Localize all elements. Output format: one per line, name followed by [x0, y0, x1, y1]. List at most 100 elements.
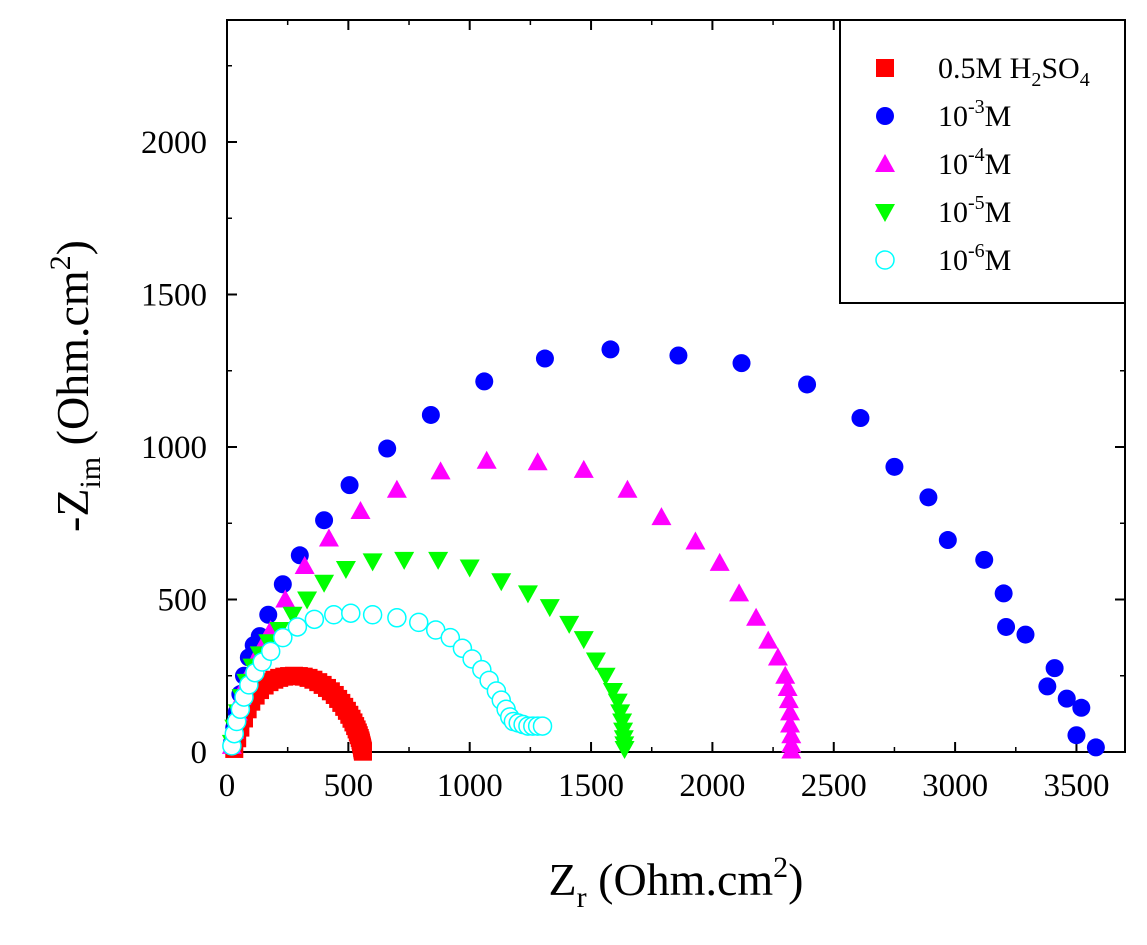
legend-marker	[875, 154, 895, 172]
data-point	[573, 631, 594, 650]
data-point	[617, 479, 638, 498]
data-point	[975, 550, 994, 569]
data-point	[610, 704, 631, 723]
data-point	[919, 488, 938, 507]
data-point	[602, 683, 623, 701]
data-point	[294, 555, 315, 574]
data-point	[430, 461, 451, 480]
data-point	[362, 553, 383, 572]
data-point	[527, 452, 548, 471]
data-point	[585, 652, 606, 671]
data-point	[798, 375, 817, 394]
data-point	[780, 702, 801, 721]
data-point	[777, 677, 798, 696]
legend-label: 10-6M	[938, 240, 1011, 277]
x-tick-label: 2000	[679, 768, 745, 804]
legend-label: 0.5M H2SO4	[938, 52, 1090, 91]
data-point	[614, 740, 635, 759]
data-point	[428, 551, 449, 570]
data-point	[275, 589, 296, 608]
legend-marker	[875, 204, 895, 222]
x-tick-label: 500	[324, 768, 374, 804]
data-point	[851, 409, 870, 428]
data-point	[532, 716, 553, 736]
data-point	[378, 439, 397, 458]
data-point	[601, 340, 620, 359]
data-point	[781, 740, 802, 759]
data-point	[440, 627, 461, 648]
data-point	[1057, 689, 1076, 708]
y-tick-label: 1000	[141, 430, 207, 466]
x-tick-label: 2500	[801, 768, 867, 804]
legend-label: 10-5M	[938, 192, 1011, 229]
data-point	[1086, 738, 1105, 757]
axis-title-unit-close: )	[788, 854, 803, 905]
x-tick-label: 3500	[1043, 768, 1109, 804]
data-point	[1067, 726, 1086, 745]
x-axis: 0 500 1000 1500 2000 2500 3000 3500	[219, 20, 1109, 804]
series-5	[222, 603, 553, 756]
data-point	[282, 606, 303, 625]
data-point	[394, 551, 415, 570]
data-point	[775, 665, 796, 684]
data-point	[517, 585, 538, 604]
data-point	[491, 573, 512, 592]
x-tick-label: 1500	[558, 768, 624, 804]
data-point	[259, 605, 278, 624]
y-axis-title: -Zim (Ohm.cm2)	[44, 240, 107, 532]
legend-marker	[876, 59, 894, 77]
axis-title-sub: r	[577, 881, 587, 914]
axis-title-unit-sup: 2	[44, 255, 77, 270]
data-point	[335, 561, 356, 579]
legend-marker	[875, 250, 895, 270]
data-point	[273, 627, 293, 648]
data-point	[297, 591, 318, 610]
data-point	[421, 405, 440, 424]
data-point	[539, 599, 560, 618]
data-point	[758, 630, 779, 649]
data-point	[1045, 659, 1064, 678]
data-point	[685, 531, 706, 550]
data-point	[729, 583, 750, 602]
data-point	[780, 714, 801, 733]
data-point	[885, 457, 904, 476]
legend-marker	[876, 107, 894, 125]
data-point	[287, 617, 308, 637]
data-point	[475, 372, 494, 391]
y-tick-label: 1500	[141, 278, 207, 314]
data-point	[669, 346, 688, 365]
x-tick-label: 0	[219, 768, 236, 804]
data-point	[304, 609, 325, 630]
data-point	[938, 531, 957, 550]
data-point	[767, 647, 788, 666]
series-2	[222, 340, 1105, 757]
axis-title-sub: im	[74, 457, 107, 489]
data-point	[408, 612, 429, 633]
data-point	[1016, 625, 1035, 644]
data-point	[386, 479, 407, 498]
data-point	[314, 574, 335, 593]
axis-title-unit-close: )	[47, 240, 98, 255]
y-tick-label: 500	[158, 583, 208, 619]
data-point	[994, 584, 1013, 603]
data-point	[350, 501, 371, 520]
data-point	[607, 693, 628, 712]
data-point	[709, 552, 730, 571]
y-tick-label: 0	[191, 735, 208, 771]
data-point	[362, 605, 383, 625]
data-point	[535, 349, 554, 368]
axis-title-main: -Z	[47, 489, 98, 532]
data-point	[732, 354, 751, 373]
series-1	[225, 666, 372, 761]
data-point	[1038, 677, 1057, 696]
legend-label: 10-3M	[938, 96, 1011, 133]
data-point	[612, 713, 633, 732]
data-point	[781, 725, 802, 744]
data-point	[260, 641, 281, 662]
legend-label: 10-4M	[938, 144, 1011, 181]
series-layer	[221, 340, 1105, 761]
data-point	[997, 617, 1016, 636]
data-point	[1072, 698, 1091, 717]
data-point	[273, 575, 292, 594]
